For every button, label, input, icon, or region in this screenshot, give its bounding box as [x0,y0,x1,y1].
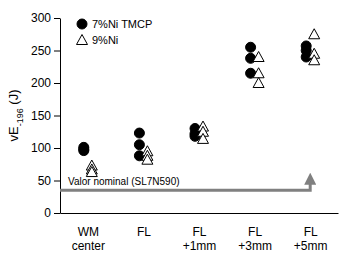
point-group [134,140,144,150]
point-group [253,78,264,88]
y-tick: 300 [31,11,60,25]
y-tick-mark [54,51,60,52]
point-group [134,128,144,138]
legend-symbol-group [77,19,87,29]
marks [60,29,320,191]
legend: 7%Ni TMCP 9%Ni [77,18,153,46]
y-tick: 100 [31,141,60,155]
legend-symbol [77,19,87,29]
point-group [253,68,264,78]
y-tick-label: 0 [44,206,51,220]
y-tick-label: 250 [31,44,51,58]
legend-label: 9%Ni [92,34,118,46]
y-tick: 0 [44,206,60,220]
y-tick-mark [54,181,60,182]
y-axis: 0 50 100 150 200 250 300 [31,11,61,220]
point-group [86,167,97,177]
point-group [142,154,153,164]
x-tick: FL+1mm [183,213,217,253]
y-tick: 250 [31,44,60,58]
point [134,128,144,138]
y-tick-label: 50 [38,174,52,188]
point [253,52,264,62]
point-group [309,55,320,65]
x-tick-label: FL+5mm [294,225,328,253]
legend-symbol [77,35,88,45]
point-group [246,42,256,52]
point-group [253,52,264,62]
legend-item: 9%Ni [77,34,119,46]
y-tick-mark [54,83,60,84]
y-tick-label: 200 [31,76,51,90]
x-tick: FL [137,213,151,239]
x-tick: FL+3mm [238,213,272,253]
plot: 0 50 100 150 200 250 300 WMcenter FL FL+1mm FL+3mm… [31,11,339,253]
y-tick-label: 300 [31,11,51,25]
x-tick-label: FL+3mm [238,225,272,253]
x-tick-label: FL [137,225,151,239]
legend-label: 7%Ni TMCP [92,18,152,30]
x-axis: WMcenter FL FL+1mm FL+3mm FL+5mm [61,213,339,253]
point-group [309,29,320,39]
y-tick-mark [54,148,60,149]
x-tick: WMcenter [72,213,105,253]
annotation-text: Valor nominal (SL7N590) [68,176,180,187]
point [253,78,264,88]
y-axis-line [60,19,61,214]
y-tick-label: 100 [31,141,51,155]
y-axis-title: vE-196 (J) [6,90,25,142]
y-tick: 50 [38,174,60,188]
y-tick-mark [54,213,60,214]
point-group [79,146,89,156]
x-tick-label: FL+1mm [183,225,217,253]
chart: 0 50 100 150 200 250 300 WMcenter FL FL+1mm FL+3mm… [0,0,350,267]
y-tick-label: 150 [31,109,51,123]
x-tick: FL+5mm [294,213,328,253]
y-tick-mark [54,18,60,19]
point [309,29,320,39]
point [79,146,89,156]
y-tick: 200 [31,76,60,90]
x-axis-line [61,213,339,214]
point-group [198,133,209,143]
point [198,133,209,143]
point [246,42,256,52]
y-tick-mark [54,116,60,117]
y-tick: 150 [31,109,60,123]
point [142,154,153,164]
point [253,68,264,78]
legend-symbol-group [77,35,88,45]
point [309,55,320,65]
point [86,167,97,177]
legend-item: 7%Ni TMCP [77,18,152,30]
point [134,140,144,150]
x-tick-label: WMcenter [72,225,105,253]
